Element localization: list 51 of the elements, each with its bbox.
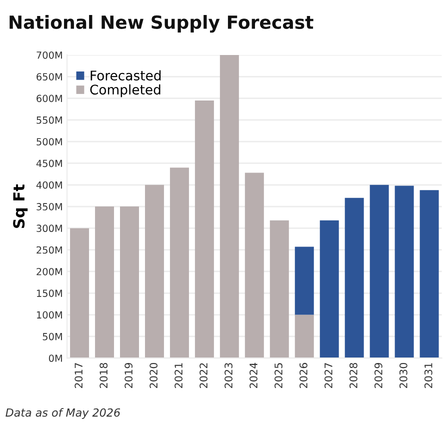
x-tick-label: 2025	[274, 363, 282, 388]
y-tick-label: 450M	[36, 160, 62, 168]
bar	[95, 206, 114, 358]
x-tick-label: 2022	[200, 363, 208, 388]
bar	[344, 198, 364, 358]
bar	[294, 246, 314, 315]
x-tick-label: 2029	[374, 362, 382, 388]
x-tick-label: 2024	[250, 362, 258, 388]
y-tick-label: 100M	[37, 311, 62, 319]
bar	[370, 184, 389, 358]
x-tick-label: 2028	[349, 362, 358, 388]
y-tick-label: 400M	[36, 181, 62, 189]
bar	[120, 206, 139, 358]
bar	[420, 190, 439, 358]
x-tick-label: 2017	[74, 363, 83, 388]
bar	[194, 100, 214, 358]
y-axis-title: Sq Ft	[13, 184, 28, 228]
x-tick-label: 2027	[324, 363, 332, 388]
bar	[170, 168, 189, 358]
x-tick-label: 2018	[100, 362, 108, 388]
y-tick-label: 150M	[37, 290, 62, 297]
y-tick-label: 500M	[36, 138, 62, 146]
bar	[320, 220, 339, 358]
bar	[144, 184, 164, 358]
chart-title: National New Supply Forecast	[10, 15, 314, 33]
x-tick-label: 2019	[124, 362, 133, 388]
bar	[294, 314, 314, 358]
bar	[70, 228, 90, 358]
x-tick-label: 2021	[174, 363, 182, 388]
y-tick-label: 550M	[36, 116, 62, 124]
bar	[394, 186, 414, 358]
y-tick-label: 600M	[36, 94, 62, 102]
y-tick-label: 250M	[36, 246, 62, 254]
y-tick-label: 50M	[42, 332, 62, 340]
legend-label: Completed	[90, 84, 160, 98]
text: Data as of May 2026	[6, 408, 120, 419]
x-tick-label: 2030	[399, 362, 408, 388]
x-tick-label: 2023	[224, 363, 232, 388]
x-tick-label: 2031	[424, 363, 432, 388]
x-tick-label: 2026	[300, 362, 308, 388]
y-tick-label: 350M	[36, 203, 62, 210]
y-tick-label: 700M	[36, 51, 62, 59]
y-tick-label: 200M	[36, 268, 62, 276]
y-tick-label: 650M	[36, 73, 62, 80]
bar	[244, 172, 264, 358]
y-tick-label: 300M	[36, 224, 62, 232]
x-tick-label: 2020	[150, 362, 158, 388]
bar	[220, 54, 239, 358]
y-tick-label: 0M	[48, 354, 62, 362]
bar	[270, 220, 289, 358]
legend-label: Forecasted	[90, 70, 161, 80]
